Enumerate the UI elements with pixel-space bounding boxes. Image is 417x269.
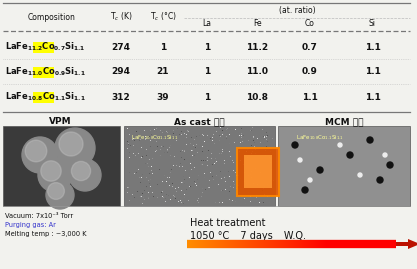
Text: 1050 °C _ 7 days _ W.Q.: 1050 °C _ 7 days _ W.Q. bbox=[190, 230, 306, 241]
FancyBboxPatch shape bbox=[33, 66, 54, 77]
Circle shape bbox=[292, 142, 298, 148]
Text: T$_c$ (°C): T$_c$ (°C) bbox=[150, 11, 176, 23]
Text: 0.7: 0.7 bbox=[302, 43, 318, 51]
FancyBboxPatch shape bbox=[3, 126, 120, 206]
Circle shape bbox=[367, 137, 373, 143]
Text: 11.0: 11.0 bbox=[246, 68, 269, 76]
Text: LaFe$_{10.8}$Co$_{1.1}$Si$_{1.1}$: LaFe$_{10.8}$Co$_{1.1}$Si$_{1.1}$ bbox=[296, 133, 344, 142]
FancyBboxPatch shape bbox=[124, 126, 275, 206]
Text: 1: 1 bbox=[160, 43, 166, 51]
Circle shape bbox=[25, 140, 47, 162]
Text: Melting temp : ~3,000 K: Melting temp : ~3,000 K bbox=[5, 231, 86, 237]
Circle shape bbox=[338, 143, 342, 147]
Text: LaFe$_{10.8}$Co$_{1.1}$Si$_{1.1}$: LaFe$_{10.8}$Co$_{1.1}$Si$_{1.1}$ bbox=[131, 133, 179, 142]
FancyBboxPatch shape bbox=[33, 41, 54, 52]
Text: Composition: Composition bbox=[28, 12, 75, 22]
Text: Heat treatment: Heat treatment bbox=[190, 218, 266, 228]
FancyBboxPatch shape bbox=[33, 91, 54, 102]
Circle shape bbox=[308, 178, 312, 182]
Text: 1.1: 1.1 bbox=[364, 43, 380, 51]
Text: La: La bbox=[203, 19, 211, 29]
Text: (at. ratio): (at. ratio) bbox=[279, 5, 315, 15]
Text: 1.1: 1.1 bbox=[302, 93, 318, 101]
Text: Si: Si bbox=[369, 19, 376, 29]
Circle shape bbox=[377, 177, 383, 183]
Text: Vacuum: 7x10⁻³ Torr: Vacuum: 7x10⁻³ Torr bbox=[5, 213, 73, 219]
Circle shape bbox=[347, 152, 353, 158]
Text: 1.1: 1.1 bbox=[364, 68, 380, 76]
Text: 274: 274 bbox=[111, 43, 131, 51]
Text: 294: 294 bbox=[111, 68, 131, 76]
Text: Co: Co bbox=[305, 19, 315, 29]
Circle shape bbox=[38, 158, 72, 192]
Circle shape bbox=[46, 181, 74, 209]
Text: 10.8: 10.8 bbox=[246, 93, 269, 101]
Text: VPM: VPM bbox=[49, 117, 71, 126]
FancyBboxPatch shape bbox=[237, 148, 279, 196]
FancyBboxPatch shape bbox=[244, 155, 272, 188]
Circle shape bbox=[48, 183, 64, 199]
Text: MCM 조직: MCM 조직 bbox=[325, 117, 363, 126]
Circle shape bbox=[55, 128, 95, 168]
Text: 21: 21 bbox=[157, 68, 169, 76]
Circle shape bbox=[59, 132, 83, 156]
Text: T$_c$ (K): T$_c$ (K) bbox=[110, 11, 132, 23]
Circle shape bbox=[317, 167, 323, 173]
Circle shape bbox=[69, 159, 101, 191]
Circle shape bbox=[71, 161, 90, 180]
Text: LaFe$_{\bf{11.0}}$Co$_{\bf{0.9}}$Si$_{\bf{1.1}}$: LaFe$_{\bf{11.0}}$Co$_{\bf{0.9}}$Si$_{\b… bbox=[5, 66, 86, 78]
FancyArrow shape bbox=[396, 239, 417, 249]
Text: 1: 1 bbox=[204, 68, 210, 76]
Text: 1: 1 bbox=[204, 43, 210, 51]
Text: As cast 조직: As cast 조직 bbox=[174, 117, 224, 126]
Text: Purging gas: Ar: Purging gas: Ar bbox=[5, 222, 56, 228]
Text: 1.1: 1.1 bbox=[364, 93, 380, 101]
Text: 11.2: 11.2 bbox=[246, 43, 269, 51]
Text: LaFe$_{\bf{10.8}}$Co$_{\bf{1.1}}$Si$_{\bf{1.1}}$: LaFe$_{\bf{10.8}}$Co$_{\bf{1.1}}$Si$_{\b… bbox=[5, 91, 86, 103]
Text: 1: 1 bbox=[204, 93, 210, 101]
Circle shape bbox=[298, 158, 302, 162]
Text: 0.9: 0.9 bbox=[302, 68, 318, 76]
Circle shape bbox=[302, 187, 308, 193]
Circle shape bbox=[383, 153, 387, 157]
Text: 39: 39 bbox=[157, 93, 169, 101]
Text: 312: 312 bbox=[112, 93, 131, 101]
Text: Fe: Fe bbox=[253, 19, 262, 29]
Circle shape bbox=[387, 162, 393, 168]
Text: LaFe$_{\bf{11.2}}$Co$_{\bf{0.7}}$Si$_{\bf{1.1}}$: LaFe$_{\bf{11.2}}$Co$_{\bf{0.7}}$Si$_{\b… bbox=[5, 41, 85, 53]
Circle shape bbox=[22, 137, 58, 173]
Circle shape bbox=[358, 173, 362, 177]
FancyBboxPatch shape bbox=[278, 126, 410, 206]
Circle shape bbox=[41, 161, 61, 181]
